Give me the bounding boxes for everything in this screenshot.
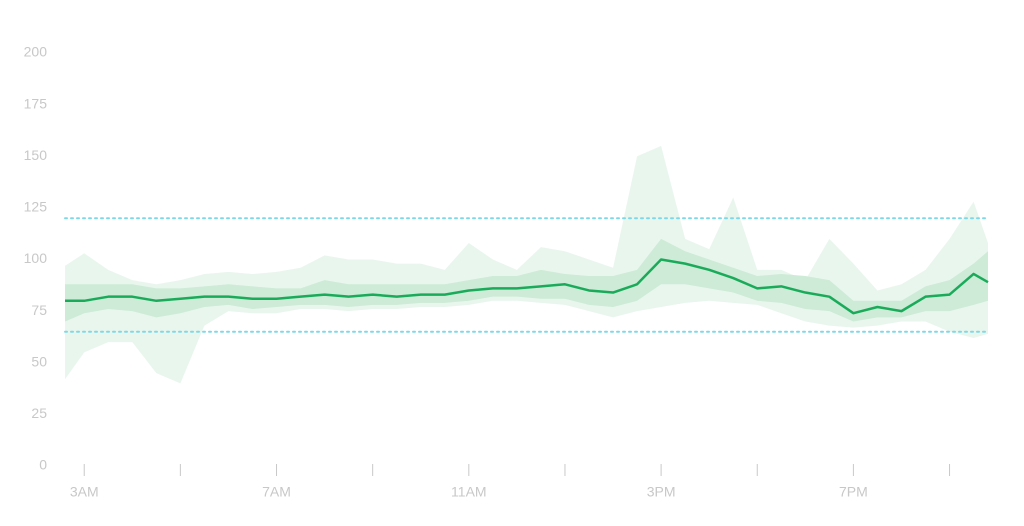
y-tick-label: 200	[24, 44, 48, 60]
y-tick-label: 100	[24, 250, 48, 266]
x-tick-label: 7AM	[262, 484, 291, 500]
percentile-band	[65, 238, 988, 322]
x-tick-label: 3AM	[70, 484, 99, 500]
y-tick-label: 50	[31, 353, 47, 369]
y-tick-label: 175	[24, 95, 48, 111]
y-tick-label: 125	[24, 199, 48, 215]
y-tick-label: 75	[31, 302, 47, 318]
x-tick-label: 7PM	[839, 484, 868, 500]
percentile-band	[65, 145, 988, 384]
y-tick-label: 150	[24, 147, 48, 163]
x-tick-label: 3PM	[647, 484, 676, 500]
x-tick-label: 11AM	[451, 484, 487, 500]
y-tick-label: 0	[39, 457, 47, 473]
y-tick-label: 25	[31, 405, 47, 421]
median-line	[65, 258, 989, 315]
